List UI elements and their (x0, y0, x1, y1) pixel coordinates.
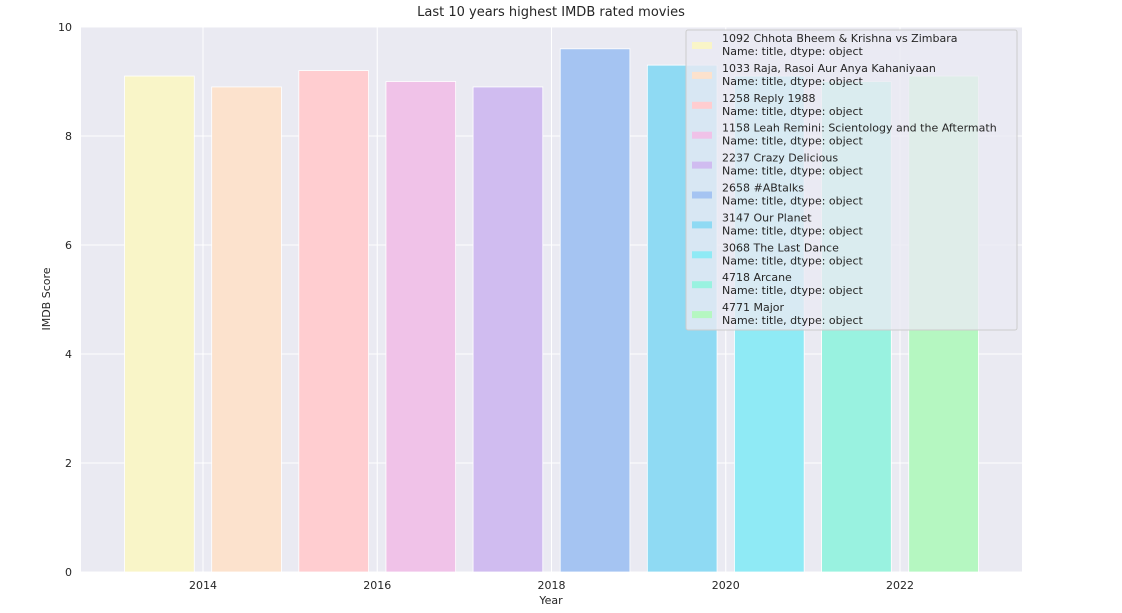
legend-entry-dtype: Name: title, dtype: object (722, 165, 863, 178)
legend-swatch (692, 101, 712, 109)
legend-entry-dtype: Name: title, dtype: object (722, 314, 863, 327)
legend-entry-label: 3068 The Last Dance (722, 241, 839, 254)
legend-entry-dtype: Name: title, dtype: object (722, 75, 863, 88)
legend-entry-dtype: Name: title, dtype: object (722, 135, 863, 148)
x-tick-label: 2022 (886, 579, 914, 592)
bar (298, 70, 369, 573)
bar (385, 81, 457, 573)
x-tick-label: 2016 (363, 579, 391, 592)
y-axis-ticks: 0 2 4 6 8 10 (58, 21, 72, 579)
legend: 1092 Chhota Bheem & Krishna vs ZimbaraNa… (685, 29, 1018, 331)
legend-swatch (692, 131, 712, 139)
legend-swatch (692, 221, 712, 229)
x-tick-label: 2018 (538, 579, 566, 592)
y-tick-label: 2 (65, 457, 72, 470)
x-axis-ticks: 2014 2016 2018 2020 2022 (189, 579, 914, 592)
legend-swatch (692, 191, 712, 199)
legend-swatch (692, 71, 712, 79)
bar (472, 86, 544, 573)
y-tick-label: 10 (58, 21, 72, 34)
legend-entry-label: 4771 Major (722, 301, 785, 314)
bar (559, 48, 631, 573)
legend-entry-label: 2658 #ABtalks (722, 182, 804, 195)
x-tick-label: 2020 (712, 579, 740, 592)
bar (124, 75, 195, 573)
y-tick-label: 8 (65, 130, 72, 143)
legend-entry-label: 1158 Leah Remini: Scientology and the Af… (722, 122, 997, 135)
x-tick-label: 2014 (189, 579, 217, 592)
chart-title: Last 10 years highest IMDB rated movies (417, 5, 685, 20)
y-tick-label: 4 (65, 348, 72, 361)
legend-swatch (692, 42, 712, 49)
legend-swatch (692, 251, 712, 259)
legend-entry-dtype: Name: title, dtype: object (722, 45, 863, 58)
legend-entry-label: 1258 Reply 1988 (722, 92, 815, 105)
legend-entry-dtype: Name: title, dtype: object (722, 254, 863, 267)
legend-entry-dtype: Name: title, dtype: object (722, 224, 863, 237)
legend-entry-dtype: Name: title, dtype: object (722, 105, 863, 118)
legend-swatch (692, 281, 712, 289)
y-tick-label: 6 (65, 239, 72, 252)
y-axis-label: IMDB Score (40, 267, 53, 330)
x-axis-label: Year (538, 594, 563, 607)
bar (211, 86, 282, 573)
legend-box (685, 29, 1018, 331)
legend-entry-label: 2237 Crazy Delicious (722, 152, 838, 165)
legend-entry-label: 4718 Arcane (722, 271, 792, 284)
legend-entry-label: 1033 Raja, Rasoi Aur Anya Kahaniyaan (722, 62, 936, 75)
legend-entry-label: 1092 Chhota Bheem & Krishna vs Zimbara (722, 32, 957, 45)
legend-entry-dtype: Name: title, dtype: object (722, 195, 863, 208)
legend-entry-label: 3147 Our Planet (722, 211, 812, 224)
legend-entry-dtype: Name: title, dtype: object (722, 284, 863, 297)
y-tick-label: 0 (65, 566, 72, 579)
legend-swatch (692, 311, 712, 319)
legend-swatch (692, 161, 712, 169)
